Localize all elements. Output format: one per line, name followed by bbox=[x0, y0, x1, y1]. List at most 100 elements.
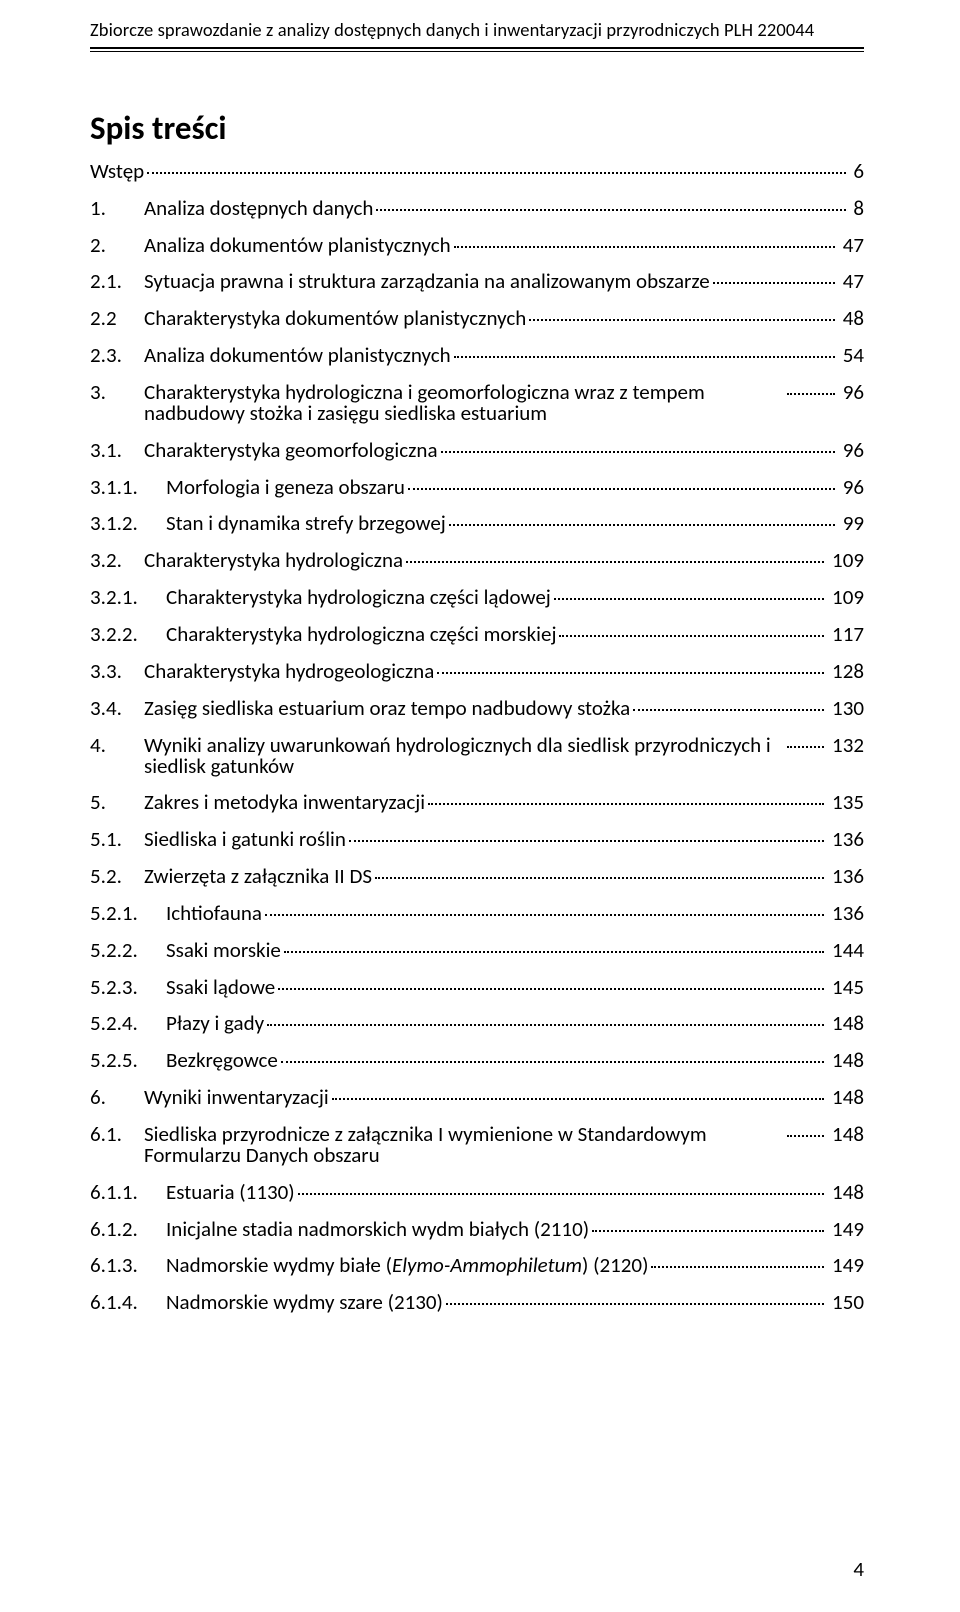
toc-entry-number: 3.2. bbox=[90, 550, 144, 571]
toc-entry-page: 148 bbox=[827, 1050, 864, 1071]
toc-entry[interactable]: 3.2.1.Charakterystyka hydrologiczna częś… bbox=[90, 584, 864, 608]
toc-entry-number: 6.1.2. bbox=[90, 1219, 166, 1240]
toc-entry[interactable]: 6.1.3.Nadmorskie wydmy białe (Elymo-Ammo… bbox=[90, 1253, 864, 1277]
toc-entry-page: 135 bbox=[827, 792, 864, 813]
toc-entry-number: 6.1.1. bbox=[90, 1182, 166, 1203]
toc-entry[interactable]: 2.3.Analiza dokumentów planistycznych 54 bbox=[90, 342, 864, 366]
toc-entry-title: Zakres i metodyka inwentaryzacji bbox=[144, 792, 425, 813]
toc-entry-title: Charakterystyka hydrologiczna bbox=[144, 550, 403, 571]
toc-leader-dots bbox=[559, 617, 824, 637]
toc-entry-page: 136 bbox=[827, 829, 864, 850]
page-number: 4 bbox=[853, 1556, 864, 1582]
running-header: Zbiorcze sprawozdanie z analizy dostępny… bbox=[90, 18, 864, 41]
toc-leader-dots bbox=[147, 154, 845, 174]
toc-entry[interactable]: 5.2.4.Płazy i gady 148 bbox=[90, 1011, 864, 1035]
toc-entry-title: Siedliska przyrodnicze z załącznika I wy… bbox=[144, 1124, 784, 1166]
toc-entry-number: 2.1. bbox=[90, 271, 144, 292]
toc-entry[interactable]: 3.2.2.Charakterystyka hydrologiczna częś… bbox=[90, 621, 864, 645]
toc-entry-number: 5.2.3. bbox=[90, 977, 166, 998]
toc-entry[interactable]: 5.Zakres i metodyka inwentaryzacji 135 bbox=[90, 790, 864, 814]
toc-entry-number: 3.1.1. bbox=[90, 477, 166, 498]
toc-entry-page: 8 bbox=[849, 198, 864, 219]
toc-entry-title: Charakterystyka hydrologiczna i geomorfo… bbox=[144, 382, 784, 424]
document-page: Zbiorcze sprawozdanie z analizy dostępny… bbox=[0, 0, 960, 1612]
toc-entry-title: Charakterystyka hydrologiczna części ląd… bbox=[166, 587, 551, 608]
toc-leader-dots bbox=[267, 1007, 824, 1027]
toc-leader-dots bbox=[408, 470, 835, 490]
toc-entry-page: 136 bbox=[827, 903, 864, 924]
toc-entry-title: Płazy i gady bbox=[166, 1013, 264, 1034]
toc-entry-title: Charakterystyka dokumentów planistycznyc… bbox=[144, 308, 526, 329]
toc-entry-page: 109 bbox=[827, 587, 864, 608]
toc-entry-page: 149 bbox=[827, 1219, 864, 1240]
toc-entry[interactable]: 4.Wyniki analizy uwarunkowań hydrologicz… bbox=[90, 732, 864, 777]
toc-entry-number: 3.4. bbox=[90, 698, 144, 719]
toc-entry[interactable]: 3.2.Charakterystyka hydrologiczna 109 bbox=[90, 547, 864, 571]
toc-leader-dots bbox=[787, 1117, 824, 1137]
toc-entry[interactable]: 3.1.Charakterystyka geomorfologiczna 96 bbox=[90, 437, 864, 461]
toc-entry-page: 136 bbox=[827, 866, 864, 887]
toc-entry-page: 149 bbox=[827, 1255, 864, 1276]
toc-entry-page: 130 bbox=[827, 698, 864, 719]
toc-entry[interactable]: 3.Charakterystyka hydrologiczna i geomor… bbox=[90, 379, 864, 424]
toc-leader-dots bbox=[592, 1212, 824, 1232]
toc-entry-page: 145 bbox=[827, 977, 864, 998]
toc-entry[interactable]: 2.Analiza dokumentów planistycznych 47 bbox=[90, 232, 864, 256]
toc-entry[interactable]: 5.2.5.Bezkręgowce 148 bbox=[90, 1047, 864, 1071]
toc-leader-dots bbox=[265, 896, 824, 916]
toc-entry-title: Bezkręgowce bbox=[166, 1050, 278, 1071]
toc-leader-dots bbox=[406, 543, 824, 563]
toc-entry-number: 2.2 bbox=[90, 308, 144, 329]
toc-entry-number: 5.2. bbox=[90, 866, 144, 887]
toc-entry-page: 96 bbox=[838, 440, 864, 461]
toc-entry[interactable]: 6.Wyniki inwentaryzacji 148 bbox=[90, 1084, 864, 1108]
toc-entry-page: 117 bbox=[827, 624, 864, 645]
toc-entry-page: 148 bbox=[827, 1124, 864, 1145]
toc-entry[interactable]: 5.2.3.Ssaki lądowe 145 bbox=[90, 974, 864, 998]
toc-entry[interactable]: 5.2.1.Ichtiofauna 136 bbox=[90, 900, 864, 924]
toc-entry[interactable]: 3.4.Zasięg siedliska estuarium oraz temp… bbox=[90, 695, 864, 719]
toc-entry-title: Inicjalne stadia nadmorskich wydm białyc… bbox=[166, 1219, 589, 1240]
header-rule-thin bbox=[90, 51, 864, 52]
toc-entry[interactable]: 5.1.Siedliska i gatunki roślin 136 bbox=[90, 826, 864, 850]
toc-entry-title: Ssaki lądowe bbox=[166, 977, 275, 998]
toc-entry[interactable]: 6.1.4.Nadmorskie wydmy szare (2130) 150 bbox=[90, 1289, 864, 1313]
toc-entry[interactable]: 6.1.Siedliska przyrodnicze z załącznika … bbox=[90, 1121, 864, 1166]
toc-leader-dots bbox=[554, 580, 825, 600]
toc-entry[interactable]: 5.2.2.Ssaki morskie 144 bbox=[90, 937, 864, 961]
toc-leader-dots bbox=[284, 933, 824, 953]
toc-entry-number: 6.1.3. bbox=[90, 1255, 166, 1276]
toc-leader-dots bbox=[787, 728, 824, 748]
toc-entry-page: 148 bbox=[827, 1182, 864, 1203]
toc-entry[interactable]: 5.2.Zwierzęta z załącznika II DS 136 bbox=[90, 863, 864, 887]
toc-entry-number: 3.2.1. bbox=[90, 587, 166, 608]
toc-leader-dots bbox=[349, 822, 824, 842]
toc-entry-title: Morfologia i geneza obszaru bbox=[166, 477, 405, 498]
toc-entry[interactable]: 3.3.Charakterystyka hydrogeologiczna 128 bbox=[90, 658, 864, 682]
toc-entry-page: 99 bbox=[838, 513, 864, 534]
toc-entry-title: Stan i dynamika strefy brzegowej bbox=[166, 513, 446, 534]
toc-entry[interactable]: 2.1.Sytuacja prawna i struktura zarządza… bbox=[90, 269, 864, 293]
toc-entry-page: 148 bbox=[827, 1087, 864, 1108]
toc-leader-dots bbox=[332, 1080, 825, 1100]
toc-leader-dots bbox=[278, 970, 824, 990]
toc-leader-dots bbox=[437, 654, 824, 674]
toc-entry-page: 144 bbox=[827, 940, 864, 961]
toc-entry-page: 96 bbox=[838, 382, 864, 403]
toc-entry[interactable]: 2.2Charakterystyka dokumentów planistycz… bbox=[90, 305, 864, 329]
toc-entry[interactable]: 3.1.2.Stan i dynamika strefy brzegowej 9… bbox=[90, 511, 864, 535]
toc-entry[interactable]: 6.1.2.Inicjalne stadia nadmorskich wydm … bbox=[90, 1216, 864, 1240]
toc-entry-title: Wyniki analizy uwarunkowań hydrologiczny… bbox=[144, 735, 784, 777]
table-of-contents: Wstęp 6 1.Analiza dostępnych danych 8 2.An… bbox=[90, 158, 864, 1313]
toc-entry[interactable]: 1.Analiza dostępnych danych 8 bbox=[90, 195, 864, 219]
toc-entry[interactable]: 6.1.1.Estuaria (1130) 148 bbox=[90, 1179, 864, 1203]
toc-entry-page: 47 bbox=[838, 235, 864, 256]
toc-entry-page: 96 bbox=[838, 477, 864, 498]
toc-entry[interactable]: 3.1.1.Morfologia i geneza obszaru 96 bbox=[90, 474, 864, 498]
toc-entry-number: 3.3. bbox=[90, 661, 144, 682]
toc-entry[interactable]: Wstęp 6 bbox=[90, 158, 864, 182]
header-rule-thick bbox=[90, 47, 864, 49]
toc-leader-dots bbox=[441, 433, 835, 453]
toc-entry-page: 47 bbox=[838, 271, 864, 292]
toc-leader-dots bbox=[651, 1249, 824, 1269]
